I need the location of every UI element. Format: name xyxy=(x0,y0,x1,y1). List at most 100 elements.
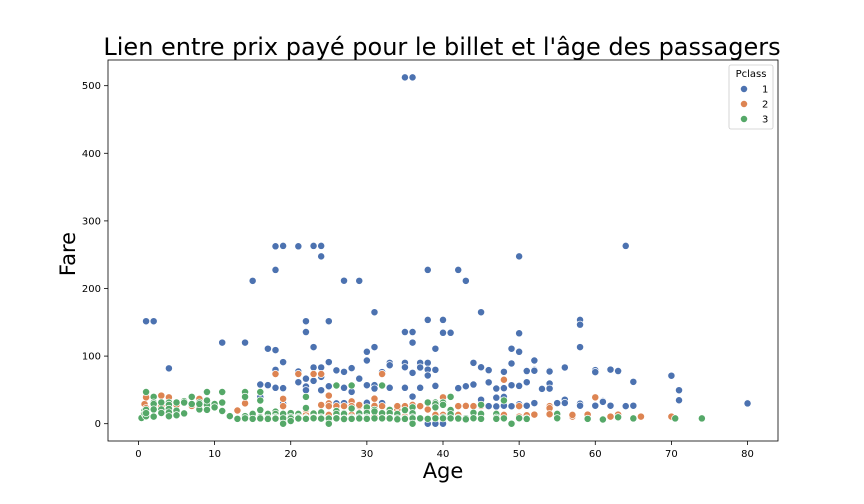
data-point xyxy=(302,414,310,423)
data-point xyxy=(203,388,211,396)
data-point xyxy=(431,381,440,390)
data-point xyxy=(393,415,402,424)
data-point xyxy=(317,241,326,250)
data-point xyxy=(431,344,440,353)
data-point xyxy=(378,402,387,411)
series-pclass-1 xyxy=(142,73,752,428)
data-point xyxy=(347,381,356,390)
data-point xyxy=(576,343,585,352)
data-point xyxy=(248,276,257,285)
data-point xyxy=(362,347,371,356)
data-point xyxy=(499,414,508,423)
data-point xyxy=(621,402,630,411)
data-point xyxy=(492,384,501,393)
data-point xyxy=(370,407,379,416)
legend-marker xyxy=(740,85,748,93)
data-point xyxy=(484,366,493,375)
data-point xyxy=(576,401,585,410)
data-point xyxy=(378,381,387,390)
x-tick-label: 80 xyxy=(741,449,754,460)
legend-label: 3 xyxy=(762,115,768,126)
data-point xyxy=(538,384,546,393)
data-point xyxy=(370,414,379,423)
data-point xyxy=(294,370,303,378)
data-point xyxy=(522,401,531,410)
x-tick-label: 60 xyxy=(589,449,602,460)
data-point xyxy=(675,396,683,405)
data-point xyxy=(309,363,318,372)
data-point xyxy=(355,276,364,285)
data-point xyxy=(477,400,486,409)
data-point xyxy=(241,338,249,347)
data-point xyxy=(180,409,189,418)
data-point xyxy=(340,415,348,423)
data-point xyxy=(332,381,341,390)
data-point xyxy=(271,346,280,355)
data-point xyxy=(469,380,478,389)
data-point xyxy=(271,265,280,274)
data-point xyxy=(545,410,554,419)
data-point xyxy=(423,358,432,367)
data-point xyxy=(187,392,196,401)
y-axis-label: Fare xyxy=(56,232,80,276)
data-point xyxy=(743,399,752,408)
data-point xyxy=(187,400,196,408)
data-point xyxy=(241,392,249,401)
data-point xyxy=(340,276,348,285)
data-point xyxy=(629,377,638,386)
data-point xyxy=(591,368,600,377)
data-point xyxy=(324,391,333,400)
data-point xyxy=(279,419,288,428)
data-point xyxy=(294,414,303,423)
data-point xyxy=(149,405,158,414)
data-point xyxy=(309,241,318,250)
data-point xyxy=(614,413,623,422)
data-point xyxy=(180,398,189,407)
data-point xyxy=(598,415,607,424)
data-point xyxy=(355,374,364,383)
data-point xyxy=(172,411,181,420)
data-point xyxy=(164,412,173,421)
data-point xyxy=(469,414,478,423)
data-point xyxy=(302,386,310,395)
data-point xyxy=(530,410,539,419)
data-point xyxy=(256,414,265,423)
data-point xyxy=(294,378,303,387)
data-point xyxy=(454,384,463,393)
x-tick-label: 50 xyxy=(513,449,526,460)
data-point xyxy=(515,347,524,356)
data-point xyxy=(172,398,181,407)
data-point xyxy=(446,414,455,423)
data-point xyxy=(241,399,249,408)
data-point xyxy=(157,398,166,407)
data-point xyxy=(576,320,585,329)
data-point xyxy=(477,308,486,317)
data-point xyxy=(340,367,348,376)
data-point xyxy=(218,407,227,415)
x-tick-label: 70 xyxy=(665,449,678,460)
data-point xyxy=(317,252,326,261)
data-point xyxy=(210,403,219,412)
data-point xyxy=(454,414,463,423)
data-point xyxy=(263,344,272,353)
data-point xyxy=(317,386,326,395)
data-point xyxy=(347,404,356,413)
data-point xyxy=(347,364,356,373)
plot-frame xyxy=(107,59,779,442)
x-tick-label: 40 xyxy=(437,449,450,460)
data-point xyxy=(362,356,371,365)
data-point xyxy=(530,366,539,375)
y-tick-label: 500 xyxy=(82,81,101,92)
data-point xyxy=(317,363,326,372)
data-point xyxy=(271,370,280,378)
data-point xyxy=(149,317,158,326)
x-axis: 0 10 20 30 40 50 60 70 80 xyxy=(135,441,754,460)
data-point xyxy=(606,365,615,374)
data-point xyxy=(324,382,333,391)
data-point xyxy=(241,414,249,423)
data-point xyxy=(263,414,272,423)
legend-title: Pclass xyxy=(736,69,767,80)
data-point xyxy=(560,363,569,372)
data-point xyxy=(568,410,577,419)
data-point xyxy=(515,402,524,411)
